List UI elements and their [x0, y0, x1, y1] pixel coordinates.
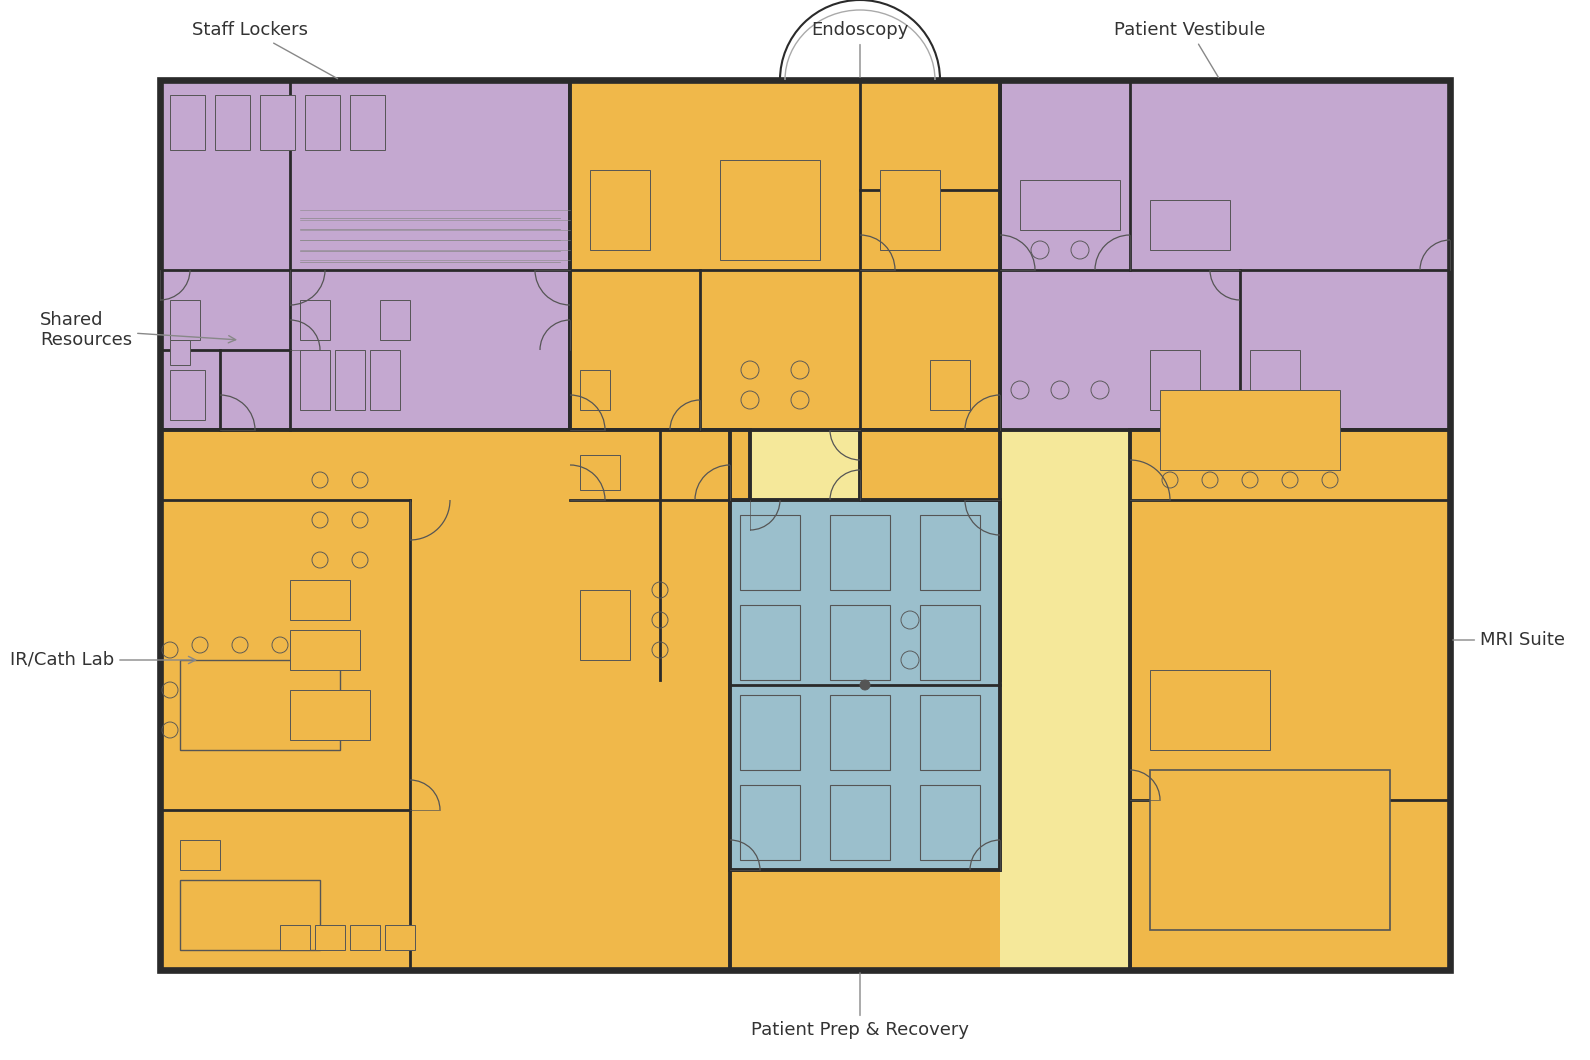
Bar — [1150, 770, 1390, 930]
Bar — [730, 500, 1000, 870]
Bar — [1000, 430, 1130, 970]
Bar — [921, 785, 979, 860]
Bar — [730, 500, 1000, 870]
Bar — [385, 925, 415, 950]
Bar — [410, 430, 569, 970]
Bar — [580, 455, 620, 490]
Bar — [301, 300, 331, 340]
Bar — [830, 695, 890, 770]
Bar — [370, 350, 401, 410]
Bar — [410, 430, 730, 970]
Bar — [739, 605, 800, 681]
Bar — [590, 170, 650, 250]
Bar — [289, 580, 350, 620]
Bar — [410, 500, 730, 870]
Text: IR/Cath Lab: IR/Cath Lab — [10, 651, 196, 669]
Bar — [380, 300, 410, 340]
Bar — [261, 95, 296, 151]
Bar — [180, 880, 320, 950]
Bar — [1150, 670, 1270, 750]
Bar — [1000, 500, 1130, 870]
Bar — [1130, 430, 1450, 970]
Bar — [161, 80, 1450, 970]
Bar — [569, 80, 1000, 430]
Bar — [1021, 180, 1119, 230]
Bar — [1000, 80, 1450, 430]
Bar — [410, 430, 1130, 681]
Text: Shared
Resources: Shared Resources — [40, 311, 235, 350]
Text: MRI Suite: MRI Suite — [1453, 631, 1565, 649]
Bar — [335, 350, 366, 410]
Bar — [921, 515, 979, 590]
Bar — [860, 430, 1000, 681]
Bar — [410, 430, 569, 970]
Text: Patient Prep & Recovery: Patient Prep & Recovery — [750, 973, 968, 1039]
Bar — [315, 925, 345, 950]
Bar — [739, 515, 800, 590]
Bar — [170, 300, 200, 340]
Bar — [170, 340, 189, 365]
Bar — [180, 660, 340, 750]
Bar — [280, 925, 310, 950]
Bar — [921, 695, 979, 770]
Bar — [720, 160, 820, 260]
Bar — [569, 430, 750, 681]
Text: Patient Vestibule: Patient Vestibule — [1115, 21, 1266, 77]
Bar — [830, 515, 890, 590]
Bar — [921, 605, 979, 681]
Text: Staff Lockers: Staff Lockers — [192, 21, 337, 78]
Bar — [569, 430, 1000, 500]
Bar — [569, 80, 1000, 430]
Bar — [580, 590, 630, 660]
Bar — [289, 690, 370, 740]
Bar — [301, 350, 331, 410]
Bar — [830, 785, 890, 860]
Bar — [730, 500, 1000, 870]
Bar — [830, 605, 890, 681]
Circle shape — [860, 681, 870, 690]
Bar — [161, 80, 1450, 970]
Bar — [739, 695, 800, 770]
Bar — [180, 840, 219, 870]
Bar — [161, 80, 569, 430]
Bar — [930, 360, 970, 410]
Text: Endoscopy: Endoscopy — [811, 21, 909, 77]
Bar — [161, 80, 569, 430]
Bar — [580, 370, 611, 410]
Bar — [1150, 350, 1200, 410]
Bar — [170, 370, 205, 420]
Bar — [739, 785, 800, 860]
Bar — [1161, 390, 1340, 470]
Bar — [289, 630, 359, 670]
Bar — [215, 95, 250, 151]
Bar — [350, 95, 385, 151]
Bar — [350, 925, 380, 950]
Bar — [879, 170, 940, 250]
Bar — [1250, 350, 1301, 410]
Bar — [1000, 80, 1450, 430]
Bar — [569, 430, 1000, 681]
Bar — [1000, 430, 1130, 970]
Bar — [170, 95, 205, 151]
Bar — [305, 95, 340, 151]
Bar — [1150, 200, 1231, 250]
Bar — [161, 430, 730, 970]
